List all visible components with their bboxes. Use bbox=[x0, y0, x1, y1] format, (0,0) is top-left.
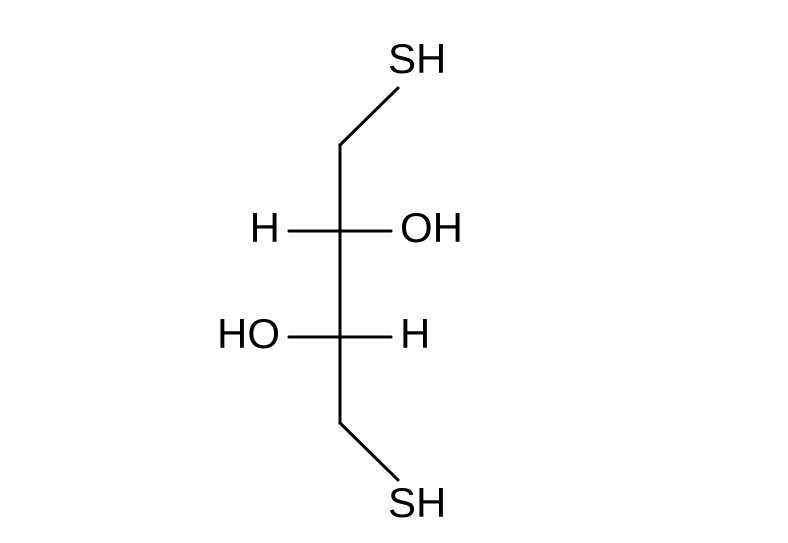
atom-label-SH_bot: SH bbox=[388, 479, 446, 526]
atom-label-H_c2: H bbox=[250, 204, 280, 251]
bonds-group bbox=[289, 88, 398, 480]
atom-label-HO_c3: HO bbox=[217, 310, 280, 357]
atom-label-H_c3: H bbox=[400, 310, 430, 357]
atom-label-SH_top: SH bbox=[388, 35, 446, 82]
bond-c1-sh bbox=[340, 88, 398, 145]
atom-label-OH_c2: OH bbox=[400, 204, 463, 251]
bond-c4-sh bbox=[340, 423, 398, 480]
molecule-diagram: SHHOHHOHSH bbox=[0, 0, 788, 543]
